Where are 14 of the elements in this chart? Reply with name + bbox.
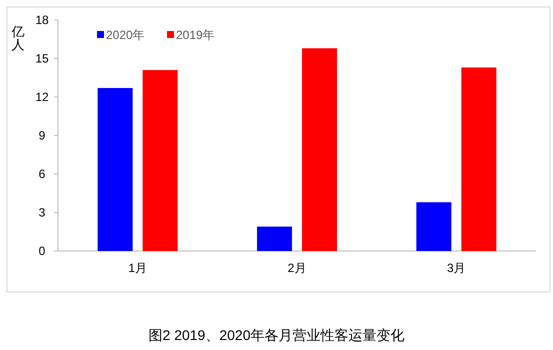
xtick: 1月 — [128, 261, 147, 275]
xtick: 2月 — [288, 261, 306, 275]
ytick: 0 — [38, 244, 46, 258]
legend: 2020年 — [106, 28, 145, 42]
ytick: 6 — [38, 167, 46, 181]
xtick: 3月 — [447, 261, 466, 275]
legend: 2019年 — [176, 28, 215, 42]
ytick: 18 — [35, 13, 49, 27]
title: 图2 2019、2020年各月营业性客运量变化 — [148, 327, 404, 343]
ylabel: 亿人 — [12, 24, 24, 52]
ytick: 3 — [38, 206, 46, 220]
ytick: 15 — [35, 52, 49, 66]
ytick: 12 — [35, 90, 49, 104]
ytick: 9 — [38, 128, 46, 142]
